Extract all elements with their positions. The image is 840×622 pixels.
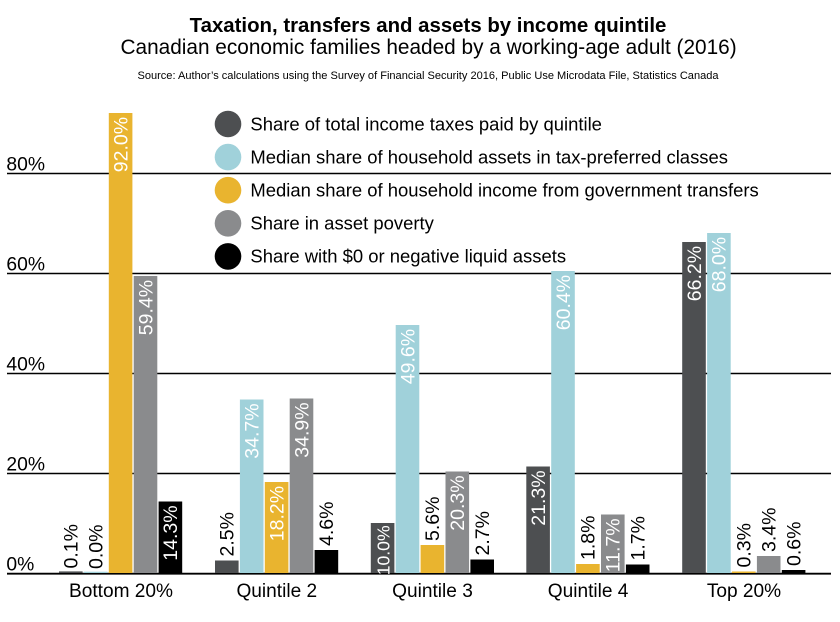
svg-text:1.7%: 1.7% <box>628 516 650 560</box>
svg-text:Quintile 3: Quintile 3 <box>392 581 473 602</box>
svg-text:Quintile 4: Quintile 4 <box>548 581 629 602</box>
svg-text:0.0%: 0.0% <box>86 525 108 569</box>
svg-text:2.5%: 2.5% <box>217 512 239 556</box>
svg-text:34.7%: 34.7% <box>242 403 264 458</box>
svg-text:18.2%: 18.2% <box>266 486 288 541</box>
svg-text:5.6%: 5.6% <box>422 497 444 541</box>
svg-text:0.3%: 0.3% <box>734 523 756 567</box>
svg-text:Share with $0 or negative liqu: Share with $0 or negative liquid assets <box>250 246 566 267</box>
svg-text:Source: Author’s calculations: Source: Author’s calculations using the … <box>137 70 719 82</box>
svg-text:0.6%: 0.6% <box>783 522 805 566</box>
svg-text:Share in asset poverty: Share in asset poverty <box>250 213 434 234</box>
svg-text:80%: 80% <box>6 155 45 176</box>
svg-text:20.3%: 20.3% <box>447 475 469 530</box>
svg-text:34.9%: 34.9% <box>291 402 313 457</box>
svg-text:Median share of household inco: Median share of household income from go… <box>250 180 758 201</box>
svg-text:11.7%: 11.7% <box>603 518 625 572</box>
svg-text:14.3%: 14.3% <box>160 505 182 560</box>
svg-text:40%: 40% <box>6 355 45 376</box>
svg-text:68.0%: 68.0% <box>709 237 731 292</box>
svg-text:3.4%: 3.4% <box>759 508 781 552</box>
svg-text:10.0%: 10.0% <box>373 525 393 575</box>
svg-text:Bottom 20%: Bottom 20% <box>69 581 173 602</box>
svg-text:Share of total income taxes pa: Share of total income taxes paid by quin… <box>250 113 602 134</box>
svg-text:60%: 60% <box>6 255 45 276</box>
svg-text:92.0%: 92.0% <box>110 117 132 172</box>
svg-text:20%: 20% <box>6 455 45 476</box>
svg-text:Top 20%: Top 20% <box>707 581 781 602</box>
svg-text:1.8%: 1.8% <box>578 516 600 560</box>
svg-text:Taxation, transfers and assets: Taxation, transfers and assets by income… <box>190 15 667 37</box>
svg-text:60.4%: 60.4% <box>553 275 575 330</box>
svg-text:Canadian economic families hea: Canadian economic families headed by a w… <box>120 36 736 59</box>
svg-text:2.7%: 2.7% <box>472 511 494 555</box>
svg-text:66.2%: 66.2% <box>684 246 706 301</box>
svg-text:0.1%: 0.1% <box>61 524 83 568</box>
svg-text:4.6%: 4.6% <box>316 502 338 546</box>
svg-text:Median share of household asse: Median share of household assets in tax-… <box>250 146 728 167</box>
svg-text:Quintile 2: Quintile 2 <box>236 581 317 602</box>
svg-text:21.3%: 21.3% <box>528 470 550 525</box>
svg-text:0%: 0% <box>6 555 34 576</box>
svg-text:59.4%: 59.4% <box>135 280 157 335</box>
svg-text:49.6%: 49.6% <box>397 329 419 384</box>
